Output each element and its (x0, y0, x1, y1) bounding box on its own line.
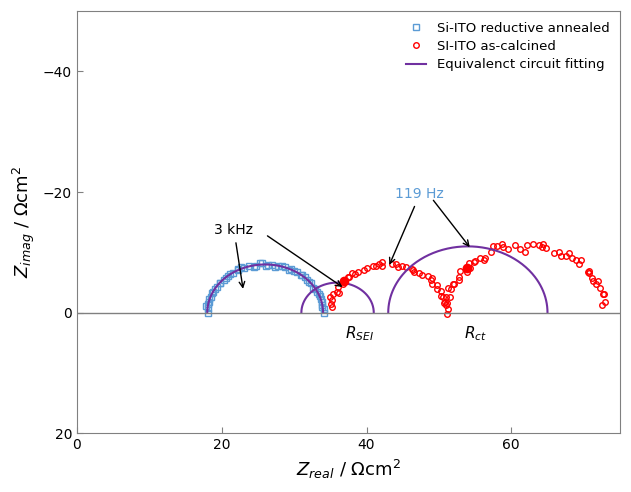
Line: Equivalenct circuit fitting: Equivalenct circuit fitting (302, 282, 374, 313)
SI-ITO as-calcined (410, 267, 417, 273)
Equivalenct circuit fitting (370, 310, 377, 316)
SI-ITO as-calcined (372, 263, 380, 269)
SI-ITO as-calcined (388, 261, 396, 267)
Equivalenct circuit fitting (369, 302, 377, 308)
SI-ITO as-calcined (348, 270, 356, 276)
Si-ITO reductive annealed (207, 294, 215, 300)
SI-ITO as-calcined (392, 261, 400, 267)
SI-ITO as-calcined (335, 290, 343, 296)
SI-ITO as-calcined (341, 277, 349, 283)
Text: $R_{SEI}$: $R_{SEI}$ (345, 325, 374, 343)
Text: $R_{ct}$: $R_{ct}$ (464, 325, 487, 343)
Si-ITO reductive annealed (220, 277, 228, 283)
Equivalenct circuit fitting (310, 287, 317, 293)
SI-ITO as-calcined (443, 310, 451, 316)
SI-ITO as-calcined (344, 274, 351, 280)
Line: Si-ITO reductive annealed: Si-ITO reductive annealed (204, 260, 327, 316)
SI-ITO as-calcined (345, 274, 353, 280)
Equivalenct circuit fitting (370, 306, 377, 311)
SI-ITO as-calcined (415, 270, 423, 276)
SI-ITO as-calcined (378, 259, 386, 265)
Equivalenct circuit fitting (334, 279, 341, 285)
Line: SI-ITO as-calcined: SI-ITO as-calcined (327, 259, 451, 316)
SI-ITO as-calcined (433, 286, 440, 292)
SI-ITO as-calcined (428, 275, 436, 281)
SI-ITO as-calcined (327, 302, 335, 308)
SI-ITO as-calcined (354, 269, 362, 275)
Text: 119 Hz: 119 Hz (389, 187, 444, 264)
SI-ITO as-calcined (441, 299, 449, 305)
SI-ITO as-calcined (369, 263, 377, 269)
SI-ITO as-calcined (437, 293, 444, 299)
SI-ITO as-calcined (328, 305, 336, 310)
SI-ITO as-calcined (351, 271, 359, 277)
X-axis label: $Z_{real}$ / $\Omega$cm$^2$: $Z_{real}$ / $\Omega$cm$^2$ (296, 458, 401, 481)
Si-ITO reductive annealed (237, 264, 244, 270)
SI-ITO as-calcined (329, 291, 336, 297)
Si-ITO reductive annealed (204, 309, 212, 315)
SI-ITO as-calcined (408, 266, 415, 272)
SI-ITO as-calcined (334, 284, 342, 290)
SI-ITO as-calcined (394, 264, 401, 270)
SI-ITO as-calcined (440, 300, 448, 306)
SI-ITO as-calcined (424, 273, 432, 279)
SI-ITO as-calcined (378, 263, 386, 269)
Si-ITO reductive annealed (320, 307, 327, 312)
SI-ITO as-calcined (329, 297, 336, 303)
SI-ITO as-calcined (418, 272, 425, 277)
SI-ITO as-calcined (398, 263, 406, 269)
SI-ITO as-calcined (360, 267, 367, 273)
Equivalenct circuit fitting (304, 293, 311, 299)
Si-ITO reductive annealed (258, 260, 266, 266)
SI-ITO as-calcined (410, 269, 418, 275)
SI-ITO as-calcined (428, 280, 436, 286)
Si-ITO reductive annealed (320, 310, 327, 316)
Text: 3 kHz: 3 kHz (215, 223, 254, 287)
Equivalenct circuit fitting (298, 310, 305, 316)
SI-ITO as-calcined (363, 265, 370, 271)
Y-axis label: $Z_{imag}$ / $\Omega$cm$^2$: $Z_{imag}$ / $\Omega$cm$^2$ (11, 166, 37, 278)
SI-ITO as-calcined (437, 288, 445, 294)
SI-ITO as-calcined (326, 294, 333, 300)
SI-ITO as-calcined (402, 264, 410, 270)
SI-ITO as-calcined (444, 306, 452, 312)
SI-ITO as-calcined (339, 281, 346, 287)
Si-ITO reductive annealed (317, 296, 324, 302)
SI-ITO as-calcined (433, 282, 441, 288)
Equivalenct circuit fitting (298, 304, 306, 310)
SI-ITO as-calcined (333, 289, 340, 295)
SI-ITO as-calcined (427, 277, 434, 283)
SI-ITO as-calcined (375, 261, 382, 267)
Si-ITO reductive annealed (213, 284, 221, 290)
Legend: Si-ITO reductive annealed, SI-ITO as-calcined, Equivalenct circuit fitting: Si-ITO reductive annealed, SI-ITO as-cal… (403, 18, 613, 75)
SI-ITO as-calcined (439, 294, 447, 300)
Equivalenct circuit fitting (298, 306, 305, 312)
